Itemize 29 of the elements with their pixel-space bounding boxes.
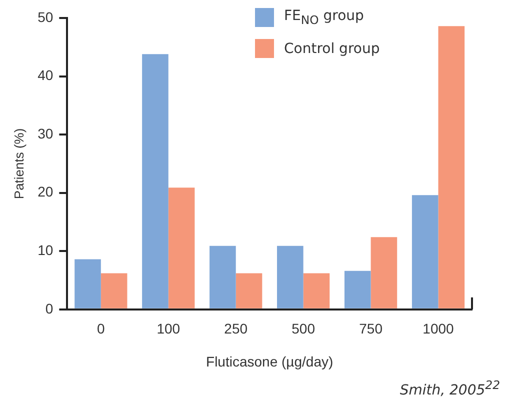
legend-label: Control group: [284, 40, 380, 56]
bar: [412, 195, 438, 308]
y-tick-label: 50: [38, 8, 54, 25]
bar: [142, 54, 168, 308]
bar: [438, 26, 465, 308]
bar: [74, 259, 101, 308]
y-tick-label: 0: [45, 300, 54, 316]
y-tick-label: 10: [38, 242, 54, 258]
x-axis-title: Fluticasone (µg/day): [206, 353, 334, 370]
bar: [236, 273, 262, 308]
x-tick-label: 100: [156, 320, 180, 337]
bar: [100, 273, 128, 308]
y-tick-label: 20: [38, 184, 54, 200]
x-tick-label: 500: [292, 320, 316, 337]
y-axis-title: Patients (%): [11, 128, 26, 200]
bar: [303, 273, 330, 308]
bar: [168, 188, 195, 308]
text: Smith, 2005$^{22}$: [400, 378, 500, 399]
bar: [277, 246, 304, 308]
x-tick-label: 250: [224, 320, 248, 337]
x-tick-label: 750: [359, 320, 383, 337]
y-tick-label: 30: [38, 125, 54, 142]
bar: [344, 270, 371, 308]
bar: [210, 246, 236, 308]
x-tick-label: 1000: [422, 320, 454, 337]
bar: [370, 237, 398, 308]
x-tick-label: 0: [97, 320, 106, 337]
legend-label: FE$_{NO}$ group: [284, 8, 364, 27]
y-tick-label: 40: [38, 67, 54, 84]
